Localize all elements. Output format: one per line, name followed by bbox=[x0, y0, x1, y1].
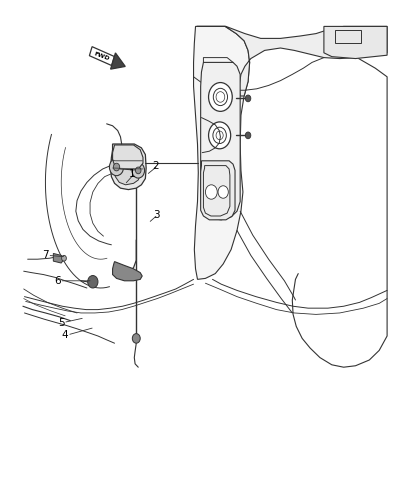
Circle shape bbox=[209, 83, 232, 111]
Polygon shape bbox=[111, 53, 125, 69]
Polygon shape bbox=[89, 47, 115, 66]
Circle shape bbox=[135, 167, 141, 174]
Polygon shape bbox=[194, 26, 250, 279]
Polygon shape bbox=[324, 26, 387, 59]
Text: FWD: FWD bbox=[93, 51, 111, 61]
Polygon shape bbox=[201, 161, 235, 220]
Polygon shape bbox=[201, 62, 240, 220]
Circle shape bbox=[132, 334, 140, 343]
Circle shape bbox=[109, 158, 124, 176]
Text: 1: 1 bbox=[129, 169, 135, 179]
Circle shape bbox=[205, 185, 217, 199]
Polygon shape bbox=[113, 145, 143, 170]
Text: 3: 3 bbox=[153, 210, 159, 219]
Text: 4: 4 bbox=[62, 330, 68, 340]
Polygon shape bbox=[197, 26, 387, 96]
Polygon shape bbox=[113, 262, 142, 281]
Circle shape bbox=[88, 276, 98, 288]
Circle shape bbox=[132, 163, 145, 178]
Circle shape bbox=[218, 186, 228, 198]
Text: 5: 5 bbox=[58, 318, 64, 327]
Circle shape bbox=[213, 127, 226, 144]
Text: 6: 6 bbox=[54, 276, 60, 286]
Polygon shape bbox=[114, 149, 141, 185]
Polygon shape bbox=[111, 144, 146, 190]
Text: 7: 7 bbox=[42, 251, 49, 260]
Circle shape bbox=[213, 88, 228, 106]
Circle shape bbox=[216, 92, 225, 102]
Circle shape bbox=[216, 131, 223, 140]
Circle shape bbox=[245, 132, 251, 139]
Circle shape bbox=[209, 122, 231, 149]
Text: 2: 2 bbox=[153, 161, 159, 170]
Circle shape bbox=[245, 95, 251, 102]
Polygon shape bbox=[53, 253, 64, 263]
Circle shape bbox=[62, 255, 66, 261]
Circle shape bbox=[113, 163, 120, 171]
